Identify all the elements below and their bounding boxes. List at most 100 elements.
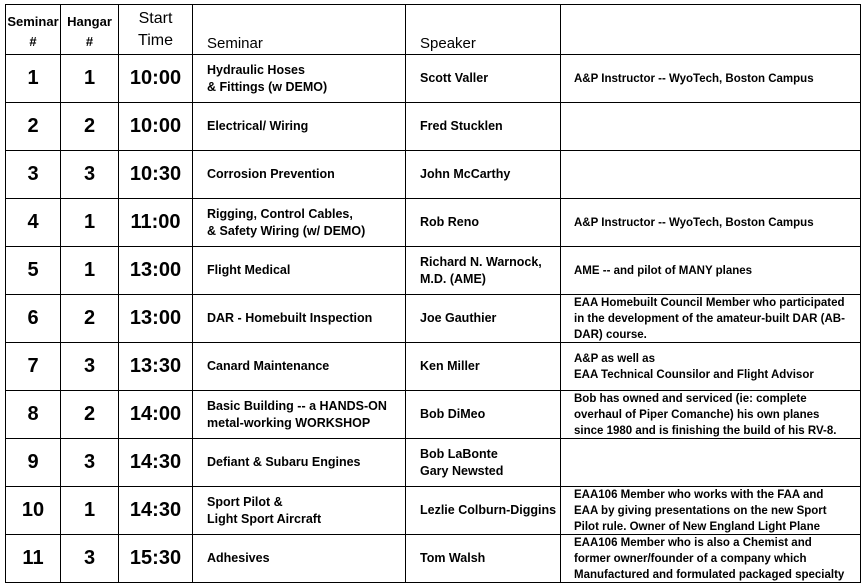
text-line: & Fittings (w DEMO)	[207, 79, 328, 94]
header-row: Seminar # Hangar # Start Time Seminar Speak…	[5, 4, 861, 55]
text-line: former owner/founder of a company which	[574, 553, 807, 565]
text-line: Sport Pilot &	[207, 494, 283, 509]
start-time-cell: 15:30	[118, 534, 193, 583]
text-line: DAR - Homebuilt Inspection	[207, 311, 373, 325]
table-row: 5 1 13:00 Flight Medical Richard N. Warnock,…	[5, 246, 861, 295]
speaker-cell: Tom Walsh	[405, 534, 561, 583]
header-start-time: Start Time	[118, 4, 193, 55]
speaker-cell: Richard N. Warnock, M.D. (AME)	[405, 246, 561, 295]
text-line: A&P Instructor -- WyoTech, Boston Campus	[574, 216, 814, 229]
seminar-title-cell: Sport Pilot & Light Sport Aircraft	[192, 486, 406, 535]
text-line: in the development of the amateur-built …	[574, 313, 845, 325]
hangar-number-cell: 1	[60, 246, 119, 295]
speaker-cell: Ken Miller	[405, 342, 561, 391]
text-line: & Safety Wiring (w/ DEMO)	[207, 223, 366, 238]
text-line: Pilot rule. Owner of New England Light P…	[574, 521, 820, 533]
speaker-notes-cell: EAA106 Member who works with the FAA and…	[560, 486, 861, 535]
text-line: EAA by giving presentations on the new S…	[574, 505, 827, 517]
hangar-number-cell: 1	[60, 486, 119, 535]
speaker-notes-cell	[560, 102, 861, 151]
text-line: A&P as well as	[574, 352, 655, 365]
header-speaker: Speaker	[405, 4, 561, 55]
start-time-cell: 14:30	[118, 486, 193, 535]
seminar-title-cell: Hydraulic Hoses & Fittings (w DEMO)	[192, 54, 406, 103]
text-line: Electrical/ Wiring	[207, 119, 309, 133]
header-seminar: Seminar	[192, 4, 406, 55]
text-line: Scott Valler	[420, 71, 489, 85]
hangar-number-cell: 1	[60, 198, 119, 247]
text-line: Basic Building -- a HANDS-ON	[207, 398, 387, 413]
speaker-cell: Scott Valler	[405, 54, 561, 103]
start-time-cell: 13:00	[118, 246, 193, 295]
speaker-notes-cell	[560, 150, 861, 199]
text-line: Rob Reno	[420, 215, 480, 229]
seminar-title-cell: Adhesives	[192, 534, 406, 583]
seminar-number-cell: 11	[5, 534, 61, 583]
header-seminar-number: Seminar #	[5, 4, 61, 55]
speaker-notes-cell: A&P Instructor -- WyoTech, Boston Campus	[560, 198, 861, 247]
seminar-number-cell: 8	[5, 390, 61, 439]
table-row: 1 1 10:00 Hydraulic Hoses & Fittings (w DEMO…	[5, 54, 861, 103]
seminar-title-cell: Basic Building -- a HANDS-ON metal-workin…	[192, 390, 406, 439]
text-line: EAA Homebuilt Council Member who partici…	[574, 297, 845, 309]
hangar-number-cell: 1	[60, 54, 119, 103]
hangar-number-cell: 3	[60, 150, 119, 199]
text-line: Richard N. Warnock,	[420, 254, 542, 269]
hangar-number-cell: 2	[60, 102, 119, 151]
seminar-title-cell: Rigging, Control Cables, & Safety Wiring …	[192, 198, 406, 247]
text-line: metal-working WORKSHOP	[207, 415, 371, 430]
text-line: EAA Technical Counsilor and Flight Advis…	[574, 368, 814, 381]
speaker-cell: Fred Stucklen	[405, 102, 561, 151]
table-row: 3 3 10:30 Corrosion Prevention John McCarthy	[5, 150, 861, 199]
speaker-notes-cell: AME -- and pilot of MANY planes	[560, 246, 861, 295]
table-row: 8 2 14:00 Basic Building -- a HANDS-ON metal…	[5, 390, 861, 439]
text-line: Corrosion Prevention	[207, 167, 335, 181]
start-time-cell: 10:00	[118, 54, 193, 103]
seminar-number-cell: 3	[5, 150, 61, 199]
text-line: EAA106 Member who is also a Chemist and	[574, 537, 812, 549]
seminar-title-cell: Electrical/ Wiring	[192, 102, 406, 151]
text-line: Hydraulic Hoses	[207, 62, 305, 77]
seminar-number-cell: 2	[5, 102, 61, 151]
speaker-cell: Bob LaBonte Gary Newsted	[405, 438, 561, 487]
seminar-number-cell: 4	[5, 198, 61, 247]
speaker-notes-cell: A&P as well as EAA Technical Counsilor an…	[560, 342, 861, 391]
seminar-title-cell: DAR - Homebuilt Inspection	[192, 294, 406, 343]
text-line: Gary Newsted	[420, 463, 504, 478]
seminar-number-cell: 10	[5, 486, 61, 535]
hangar-number-cell: 2	[60, 294, 119, 343]
text-line: DAR) course.	[574, 329, 647, 341]
table-row: 11 3 15:30 Adhesives Tom Walsh EAA106 Member …	[5, 534, 861, 583]
text-line: Fred Stucklen	[420, 119, 503, 133]
start-time-cell: 10:30	[118, 150, 193, 199]
text-line: Flight Medical	[207, 263, 291, 277]
text-line: Tom Walsh	[420, 551, 486, 565]
start-time-cell: 13:00	[118, 294, 193, 343]
speaker-notes-cell: EAA Homebuilt Council Member who partici…	[560, 294, 861, 343]
seminar-title-cell: Flight Medical	[192, 246, 406, 295]
speaker-cell: John McCarthy	[405, 150, 561, 199]
speaker-notes-cell	[560, 438, 861, 487]
text-line: M.D. (AME)	[420, 271, 486, 286]
text-line: Ken Miller	[420, 359, 480, 373]
text-line: Lezlie Colburn-Diggins	[420, 503, 557, 517]
speaker-cell: Bob DiMeo	[405, 390, 561, 439]
seminar-number-cell: 5	[5, 246, 61, 295]
hangar-number-cell: 2	[60, 390, 119, 439]
text-line: Adhesives	[207, 551, 270, 565]
text-line: John McCarthy	[420, 167, 511, 181]
speaker-cell: Rob Reno	[405, 198, 561, 247]
speaker-notes-cell: A&P Instructor -- WyoTech, Boston Campus	[560, 54, 861, 103]
seminar-title-cell: Defiant & Subaru Engines	[192, 438, 406, 487]
text-line: Bob LaBonte	[420, 446, 498, 461]
speaker-cell: Joe Gauthier	[405, 294, 561, 343]
text-line: Light Sport Aircraft	[207, 511, 322, 526]
header-hangar-number: Hangar #	[60, 4, 119, 55]
speaker-cell: Lezlie Colburn-Diggins	[405, 486, 561, 535]
text-line: since 1980 and is finishing the build of…	[574, 425, 837, 437]
text-line: Joe Gauthier	[420, 311, 497, 325]
start-time-cell: 14:00	[118, 390, 193, 439]
seminar-number-cell: 7	[5, 342, 61, 391]
text-line: EAA106 Member who works with the FAA and	[574, 489, 824, 501]
text-line: AME -- and pilot of MANY planes	[574, 264, 753, 277]
